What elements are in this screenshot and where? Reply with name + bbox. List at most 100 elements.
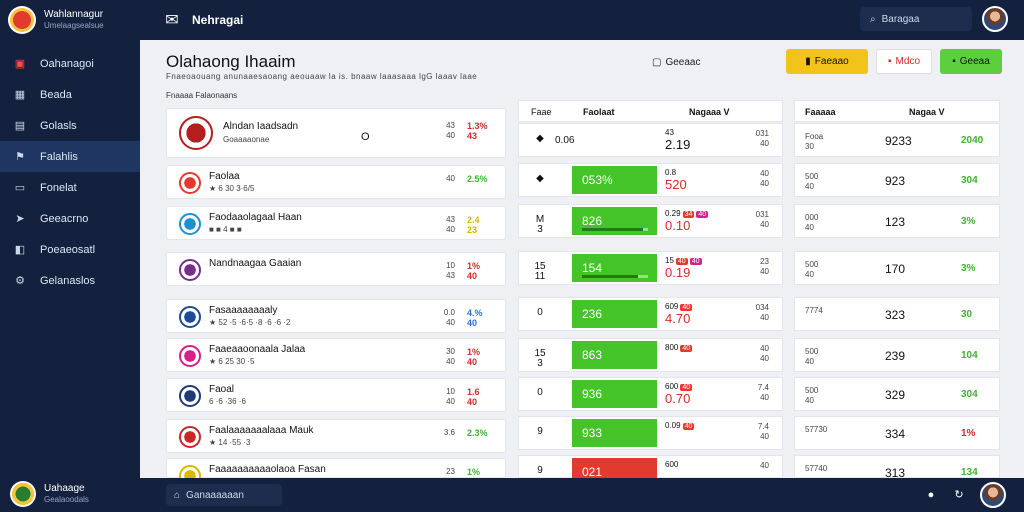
stats-row[interactable]: 57740 313 134 [794, 455, 1000, 480]
microphone-icon[interactable]: ● [927, 489, 935, 501]
team-row[interactable]: Faalaaaaaaalaaa Mauk ★ 14 ·55 ·3 3.6 2.3% [166, 419, 506, 453]
sidebar-item-8[interactable]: ⚙ Gelanaslos [0, 265, 140, 296]
progress-fill [582, 228, 643, 231]
match-number: 15 40 40 0.19 [665, 256, 702, 280]
team-row[interactable]: Alndan Iaadsadn Goaaaaonae O 43 40 1.3% 43 [166, 108, 506, 158]
stats-change: 3% [961, 263, 976, 274]
sidebar: Wahlannagur Umelaagsealsue ▣ Oahanagoi ▦ Be… [0, 0, 140, 512]
team-row[interactable]: Faoal 6 ·6 ·36 ·6 10 40 1.6 40 [166, 378, 506, 412]
message-box[interactable]: ⌂ Ganaaaaaan [166, 484, 282, 506]
refresh-icon[interactable]: ↻ [954, 489, 964, 501]
tag-badge: 40 [675, 258, 688, 265]
value-bar[interactable]: 936 [572, 380, 657, 408]
meta-value: 40 [760, 344, 769, 353]
stats-label-line: 40 [805, 182, 814, 191]
stats-change: 304 [961, 389, 978, 400]
sidebar-footer[interactable]: Uahaage Gealaoodals [0, 476, 140, 512]
team-odds: 43 40 [437, 121, 455, 141]
bottom-user-avatar[interactable] [980, 482, 1006, 508]
value-bar[interactable]: 236 [572, 300, 657, 328]
settings-icon: ⚙ [15, 274, 25, 287]
value-bar[interactable]: 863 [572, 341, 657, 369]
stats-row[interactable]: 57730 334 1% [794, 416, 1000, 450]
team-change: 2.4 23 [467, 215, 480, 235]
sidebar-item-4[interactable]: ⚑ Falahlis [0, 141, 140, 172]
match-table-header: Faae Faolaat Nagaaa V [518, 100, 783, 122]
meta-value: 40 [760, 432, 769, 441]
row-index: 9 [537, 465, 543, 476]
team-row[interactable]: Faaaaaaaaaaolaoa Fasan★ 23 ·4231% [166, 458, 506, 487]
number-main: 2.19 [665, 137, 691, 152]
stats-label-line: 40 [805, 223, 814, 232]
value-bar[interactable]: 826 [572, 207, 657, 235]
stats-value: 9233 [885, 134, 912, 148]
value-bar[interactable]: 154 [572, 254, 657, 282]
message-input[interactable]: Ganaaaaaan [186, 489, 244, 501]
sidebar-item-label: Golasls [40, 119, 77, 132]
stats-change: 2040 [961, 135, 984, 146]
team-odds: 43 40 [437, 215, 455, 235]
sidebar-item-3[interactable]: ▤ Golasls [0, 110, 140, 141]
match-row[interactable]: 0 236 609 40 4.70 034 40 [518, 297, 783, 331]
tag-badge: 40 [680, 384, 693, 391]
bar-value: 021 [582, 465, 603, 479]
dashboard-icon: ▣ [14, 57, 26, 70]
row-index: 15 11 [534, 261, 546, 282]
search-input[interactable]: Baragaa [881, 13, 920, 25]
info-icon: ▪ [888, 56, 892, 67]
match-row[interactable]: 9 933 0.09 40 7.4 40 [518, 416, 783, 450]
meta-value: 40 [760, 461, 769, 470]
match-row[interactable]: 15 3 863 800 40 40 40 [518, 338, 783, 372]
team-row[interactable]: Faolaa ★ 6 30 3·6/5 40 2.5% [166, 165, 506, 199]
team-row[interactable]: Faaeaaoonaala Jalaa ★ 6 25 30 ·5 30 40 1% 40 [166, 338, 506, 372]
meta-value: 40 [760, 354, 769, 363]
sidebar-item-2[interactable]: ▦ Beada [0, 79, 140, 110]
filter-label[interactable]: ▢ Geeaac [652, 57, 700, 68]
value-bar[interactable]: 933 [572, 419, 657, 447]
team-meta: ★ 6 30 3·6/5 [209, 184, 255, 193]
stats-label-line: 500 [805, 172, 819, 181]
user-avatar[interactable] [982, 6, 1008, 32]
team-name: Faaeaaoonaala Jalaa [209, 344, 306, 355]
primary-button[interactable]: ▮ Faeaao [786, 49, 868, 74]
stats-label-line: 500 [805, 386, 819, 395]
brand[interactable]: Wahlannagur Umelaagsealsue [0, 0, 140, 40]
match-row[interactable]: 15 11 154 15 40 40 0.19 23 40 [518, 251, 783, 285]
sidebar-item-6[interactable]: ➤ Geeacrno [0, 203, 140, 234]
match-row[interactable]: 9 021 600 40 [518, 455, 783, 486]
match-row[interactable]: ◆ 0.06 43 2.19 031 40 [518, 123, 783, 157]
sidebar-item-7[interactable]: ◧ Poeaeosatl [0, 234, 140, 265]
odds-value: 30 [446, 347, 455, 356]
stats-row[interactable]: 000 40 123 3% [794, 204, 1000, 238]
sidebar-item-1[interactable]: ▣ Oahanagoi [0, 48, 140, 79]
stats-row[interactable]: Fooa 30 9233 2040 [794, 123, 1000, 157]
check-icon: ▪ [952, 56, 956, 67]
stats-row[interactable]: 7774 323 30 [794, 297, 1000, 331]
team-row[interactable]: Nandnaagaa Gaaian 10 43 1% 40 [166, 252, 506, 286]
team-crest-icon [179, 345, 201, 367]
mail-logo-icon[interactable]: ✉ [165, 12, 179, 29]
sidebar-item-label: Beada [40, 88, 72, 101]
match-row[interactable]: M 3 826 0.29 34 40 0.10 031 40 [518, 204, 783, 238]
number-main: 520 [665, 177, 687, 192]
stats-row[interactable]: 500 40 923 304 [794, 163, 1000, 197]
search-box[interactable]: ⌕ Baragaa [860, 7, 972, 31]
number-main: 0.70 [665, 391, 691, 406]
confirm-button[interactable]: ▪ Geeaa [940, 49, 1002, 74]
secondary-button[interactable]: ▪ Mdco [876, 49, 932, 74]
team-row[interactable]: Fasaaaaaaaaly ★ 52 ·5 ·6·5 ·8 ·6 ·6 ·2 0.0… [166, 299, 506, 333]
stats-change: 134 [961, 467, 978, 478]
stats-row[interactable]: 500 40 329 304 [794, 377, 1000, 411]
row-index: 9 [537, 426, 543, 437]
meta-value: 034 [755, 303, 769, 312]
team-row[interactable]: Faodaaolagaal Haan ■ ■ 4 ■ ■ 43 40 2.4 23 [166, 206, 506, 240]
match-row[interactable]: ◆ 053% 0.8 520 40 40 [518, 163, 783, 197]
stats-row[interactable]: 500 40 170 3% [794, 251, 1000, 285]
sidebar-item-5[interactable]: ▭ Fonelat [0, 172, 140, 203]
value-bar[interactable]: 053% [572, 166, 657, 194]
stats-row[interactable]: 500 40 239 104 [794, 338, 1000, 372]
odds-value: 40 [446, 357, 455, 366]
match-row[interactable]: 0 936 600 40 0.70 7.4 40 [518, 377, 783, 411]
row-meta: 7.4 40 [749, 422, 769, 442]
stats-label-line: 7774 [805, 306, 823, 315]
